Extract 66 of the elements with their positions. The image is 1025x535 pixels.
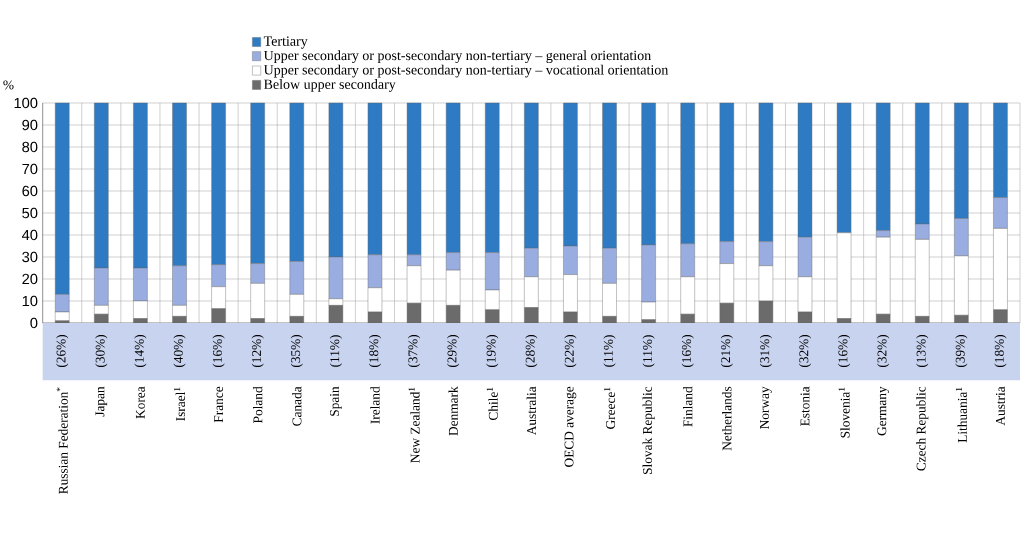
text: (32%) — [798, 334, 812, 368]
x-tick-label: Australia — [526, 386, 537, 436]
x-tick-label: New Zealand$^{1}$ — [408, 387, 420, 463]
text: (37%) — [408, 334, 421, 368]
text: (16%) — [212, 334, 225, 368]
text: (35%) — [290, 334, 303, 368]
x-tick-label: Lithuania$^{1}$ — [955, 387, 967, 443]
text: (39%) — [955, 334, 968, 368]
x-tick-label: Austria — [995, 386, 1005, 426]
text: (26%) — [56, 334, 69, 368]
y-tick-label: 70 — [22, 163, 38, 175]
y-tick-label: 100 — [14, 97, 38, 109]
x-tick-label: Canada — [292, 386, 302, 426]
x-tick-label: Israel$^{1}$ — [173, 387, 186, 421]
x-tick-label: Chile$^{1}$ — [486, 387, 498, 421]
legend-label: Below upper secondary — [264, 79, 396, 92]
text: (16%) — [681, 334, 694, 368]
x-tick-label: Poland — [252, 386, 263, 424]
text: (14%) — [134, 334, 147, 368]
text: (40%) — [173, 334, 186, 368]
x-tick-label: Japan — [95, 386, 108, 417]
y-tick-label: 90 — [22, 119, 38, 131]
y-tick-label: 80 — [22, 141, 38, 153]
legend-label: Upper secondary or post-secondary non-tertiary – general orientation — [263, 50, 651, 64]
text: (19%) — [486, 334, 499, 368]
text: (11%) — [642, 335, 655, 367]
y-tick-label: 30 — [22, 251, 38, 263]
text: (32%) — [877, 334, 890, 368]
text: (29%) — [447, 334, 460, 368]
x-tick-label: Korea — [135, 386, 145, 419]
x-tick-label: Estonia — [800, 386, 810, 426]
x-tick-label: Germany — [877, 386, 890, 436]
x-tick-label: OECD average — [564, 386, 577, 467]
x-tick-label: Spain — [330, 386, 342, 416]
y-tick-label: 50 — [22, 207, 38, 219]
x-tick-label: Norway — [760, 386, 772, 429]
y-tick-label: 40 — [21, 229, 38, 241]
text: (30%) — [95, 334, 108, 368]
text: (11%) — [329, 335, 342, 367]
x-tick-label: France — [214, 386, 224, 423]
x-tick-label: Slovenia$^{1}$ — [838, 387, 850, 438]
text: (13%) — [916, 334, 929, 368]
text: (28%) — [525, 334, 538, 368]
text: (12%) — [251, 334, 264, 368]
x-tick-label: Netherlands — [722, 386, 732, 451]
text: (18%) — [994, 334, 1007, 368]
legend-label: Upper secondary or post-secondary non-tertiary – vocational orientation — [263, 64, 669, 78]
y-tick-label: 20 — [22, 273, 38, 285]
y-tick-label: 60 — [22, 185, 38, 197]
text: (18%) — [368, 334, 382, 368]
x-tick-label: Russian Federation$^{*}$ — [56, 387, 68, 494]
y-axis-title: % — [3, 80, 14, 90]
text: (16%) — [838, 334, 851, 368]
y-tick-label: 0 — [30, 317, 38, 329]
y-tick-label: 10 — [22, 295, 38, 307]
x-tick-label: Slovak Republic — [642, 386, 655, 474]
x-tick-label: Denmark — [448, 386, 458, 436]
x-tick-label: Ireland — [370, 386, 380, 424]
x-tick-label: Finland — [683, 386, 693, 427]
text: (21%) — [720, 334, 733, 368]
text: (11%) — [603, 335, 616, 367]
x-tick-label: Czech Republic — [916, 386, 929, 471]
text: (22%) — [564, 334, 577, 368]
legend-label: Tertiary — [263, 36, 308, 49]
text: (31%) — [759, 334, 772, 368]
x-tick-label: Greece$^{1}$ — [603, 387, 616, 429]
